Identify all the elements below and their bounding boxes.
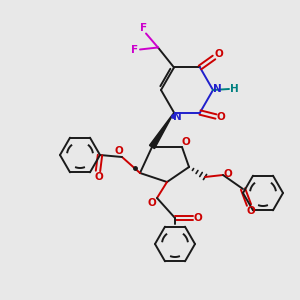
Text: F: F xyxy=(131,46,139,56)
Text: O: O xyxy=(214,50,224,59)
Text: O: O xyxy=(247,206,255,216)
Text: H: H xyxy=(230,84,238,94)
Text: O: O xyxy=(182,137,190,147)
Text: O: O xyxy=(94,172,103,182)
Text: O: O xyxy=(148,198,156,208)
Polygon shape xyxy=(149,112,174,148)
Text: O: O xyxy=(217,112,225,122)
Text: F: F xyxy=(140,23,148,34)
Text: N: N xyxy=(213,84,221,94)
Text: O: O xyxy=(224,169,232,179)
Text: O: O xyxy=(115,146,123,156)
Text: N: N xyxy=(172,112,182,122)
Text: O: O xyxy=(194,213,202,223)
